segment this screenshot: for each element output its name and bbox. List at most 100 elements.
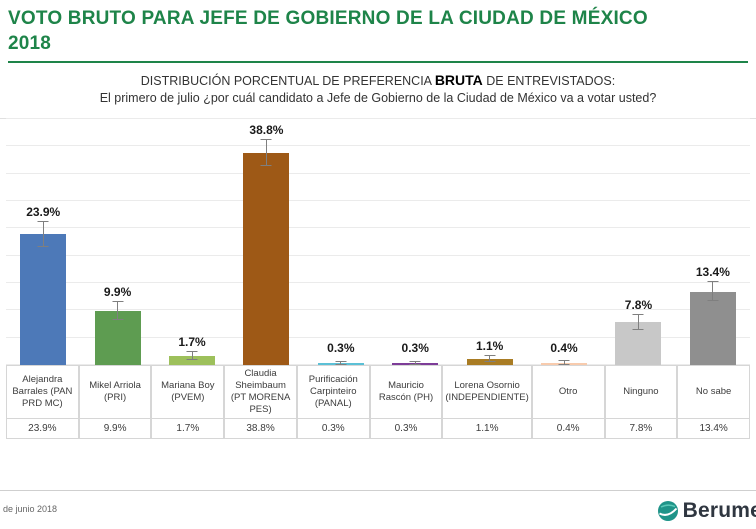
gridline xyxy=(6,254,750,256)
chart-column: 0.3% xyxy=(378,119,452,365)
chart-column: 23.9% xyxy=(6,119,80,365)
error-bar-line xyxy=(191,351,193,360)
bar xyxy=(169,355,216,365)
value-cell: 0.4% xyxy=(531,418,605,439)
error-bar-line xyxy=(414,361,416,365)
bar-value-label: 0.3% xyxy=(401,341,429,355)
value-cell: 7.8% xyxy=(604,418,678,439)
chart-column: 7.8% xyxy=(601,119,675,365)
chart-column: 0.4% xyxy=(527,119,601,365)
category-cell: Lorena Osornio (INDEPENDIENTE) xyxy=(442,365,532,419)
footer-divider xyxy=(0,490,756,491)
bar-value-label: 1.7% xyxy=(178,334,206,349)
error-bar-line xyxy=(265,139,267,167)
chart-subtitle: DISTRIBUCIÓN PORCENTUAL DE PREFERENCIA B… xyxy=(0,72,756,88)
value-cell: 23.9% xyxy=(6,418,79,439)
gridline xyxy=(6,282,750,283)
category-cell: Mikel Arriola (PRI) xyxy=(78,365,152,419)
gridline xyxy=(6,118,750,119)
chart-column: 38.8% xyxy=(229,119,303,365)
error-bar-cap-top xyxy=(112,301,124,303)
error-bar-line xyxy=(563,360,565,365)
error-bar-cap-top xyxy=(335,360,347,362)
title-divider xyxy=(8,61,748,64)
category-cell: Mariana Boy (PVEM) xyxy=(151,365,225,419)
chart-plot-area: 23.9% 9.9% 1.7% 38.8% 0.3% 0.3% 1.1% 0.4% 7.8% 13… xyxy=(6,118,750,365)
error-bar-cap-top xyxy=(707,281,719,283)
category-cell: Purificación Carpinteiro (PANAL) xyxy=(296,365,370,419)
chart-columns: 23.9% 9.9% 1.7% 38.8% 0.3% 0.3% 1.1% 0.4% 7.8% 13… xyxy=(6,119,750,365)
gridline xyxy=(6,309,750,311)
chart-column: 9.9% xyxy=(80,119,154,365)
bar-value-label: 9.9% xyxy=(103,285,132,300)
page-title: VOTO BRUTO PARA JEFE DE GOBIERNO DE LA C… xyxy=(0,0,756,56)
bar xyxy=(94,310,141,365)
bar xyxy=(689,291,736,365)
footer-date: de junio 2018 xyxy=(3,504,58,514)
error-bar-cap-top xyxy=(260,138,272,140)
gridline xyxy=(6,145,750,147)
value-cell: 13.4% xyxy=(677,418,750,439)
error-bar-line xyxy=(712,282,714,302)
error-bar-cap-top xyxy=(632,313,644,315)
page-title-line2: 2018 xyxy=(8,33,52,55)
error-bar-cap-bottom xyxy=(484,361,496,363)
category-cell: Alejandra Barrales (PAN PRD MC) xyxy=(6,365,79,419)
error-bar-cap-bottom xyxy=(112,318,124,320)
chart-column: 1.1% xyxy=(452,119,526,365)
error-bar-cap-bottom xyxy=(186,358,198,360)
bar-chart: 23.9% 9.9% 1.7% 38.8% 0.3% 0.3% 1.1% 0.4% 7.8% 13… xyxy=(0,118,756,439)
subtitle-suffix: DE ENTREVISTADOS: xyxy=(482,74,616,89)
bar-value-label: 13.4% xyxy=(695,265,730,280)
category-cell: Otro xyxy=(531,365,605,419)
error-bar-cap-bottom xyxy=(558,363,570,365)
berumen-logo: Berume xyxy=(657,499,756,523)
error-bar-line xyxy=(637,314,639,331)
bar-value-label: 7.8% xyxy=(624,297,653,312)
error-bar-cap-bottom xyxy=(632,329,644,331)
brand-wordmark: Berume xyxy=(682,499,756,522)
bar-value-label: 38.8% xyxy=(249,122,284,137)
subtitle-prefix: DISTRIBUCIÓN PORCENTUAL DE PREFERENCIA xyxy=(140,74,435,89)
value-cell: 38.8% xyxy=(224,418,297,439)
gridline xyxy=(6,227,750,229)
error-bar-line xyxy=(42,221,44,247)
error-bar-line xyxy=(340,361,342,365)
error-bar-cap-bottom xyxy=(37,245,49,247)
gridline xyxy=(6,172,750,174)
bar-value-label: 23.9% xyxy=(26,204,61,219)
bar xyxy=(20,234,67,365)
value-cell: 1.1% xyxy=(442,418,532,439)
bar-value-label: 1.1% xyxy=(475,338,504,353)
value-cell: 9.9% xyxy=(78,418,152,439)
chart-category-table: Alejandra Barrales (PAN PRD MC) Mikel Arr… xyxy=(6,365,750,439)
error-bar-cap-top xyxy=(37,220,49,222)
value-cell: 0.3% xyxy=(296,418,370,439)
error-bar-cap-top xyxy=(484,354,496,356)
value-cell: 0.3% xyxy=(369,418,443,439)
category-cell: Ninguno xyxy=(604,365,678,419)
error-bar-cap-top xyxy=(558,359,570,361)
chart-column: 0.3% xyxy=(304,119,378,365)
error-bar-line xyxy=(117,302,119,320)
gridline xyxy=(6,200,750,201)
bar-value-label: 0.4% xyxy=(550,341,578,355)
gridline xyxy=(6,336,750,338)
gridline xyxy=(6,364,750,365)
category-cell: No sabe xyxy=(677,365,750,419)
error-bar-cap-bottom xyxy=(260,165,272,167)
chart-column: 1.7% xyxy=(155,119,229,365)
value-cell: 1.7% xyxy=(151,418,225,439)
error-bar-cap-top xyxy=(186,350,198,352)
berumen-globe-icon xyxy=(657,501,678,521)
chart-column: 13.4% xyxy=(676,119,750,365)
survey-question: El primero de julio ¿por cuál candidato … xyxy=(99,91,657,106)
category-cell: Mauricio Rascón (PH) xyxy=(369,365,443,419)
category-cell: Claudia Sheimbaum (PT MORENA PES) xyxy=(224,365,297,419)
error-bar-line xyxy=(489,355,491,363)
error-bar-cap-bottom xyxy=(409,364,421,365)
page-title-line1: VOTO BRUTO PARA JEFE DE GOBIERNO DE LA C… xyxy=(8,8,648,29)
bar-value-label: 0.3% xyxy=(327,341,355,355)
error-bar-cap-bottom xyxy=(335,364,347,365)
